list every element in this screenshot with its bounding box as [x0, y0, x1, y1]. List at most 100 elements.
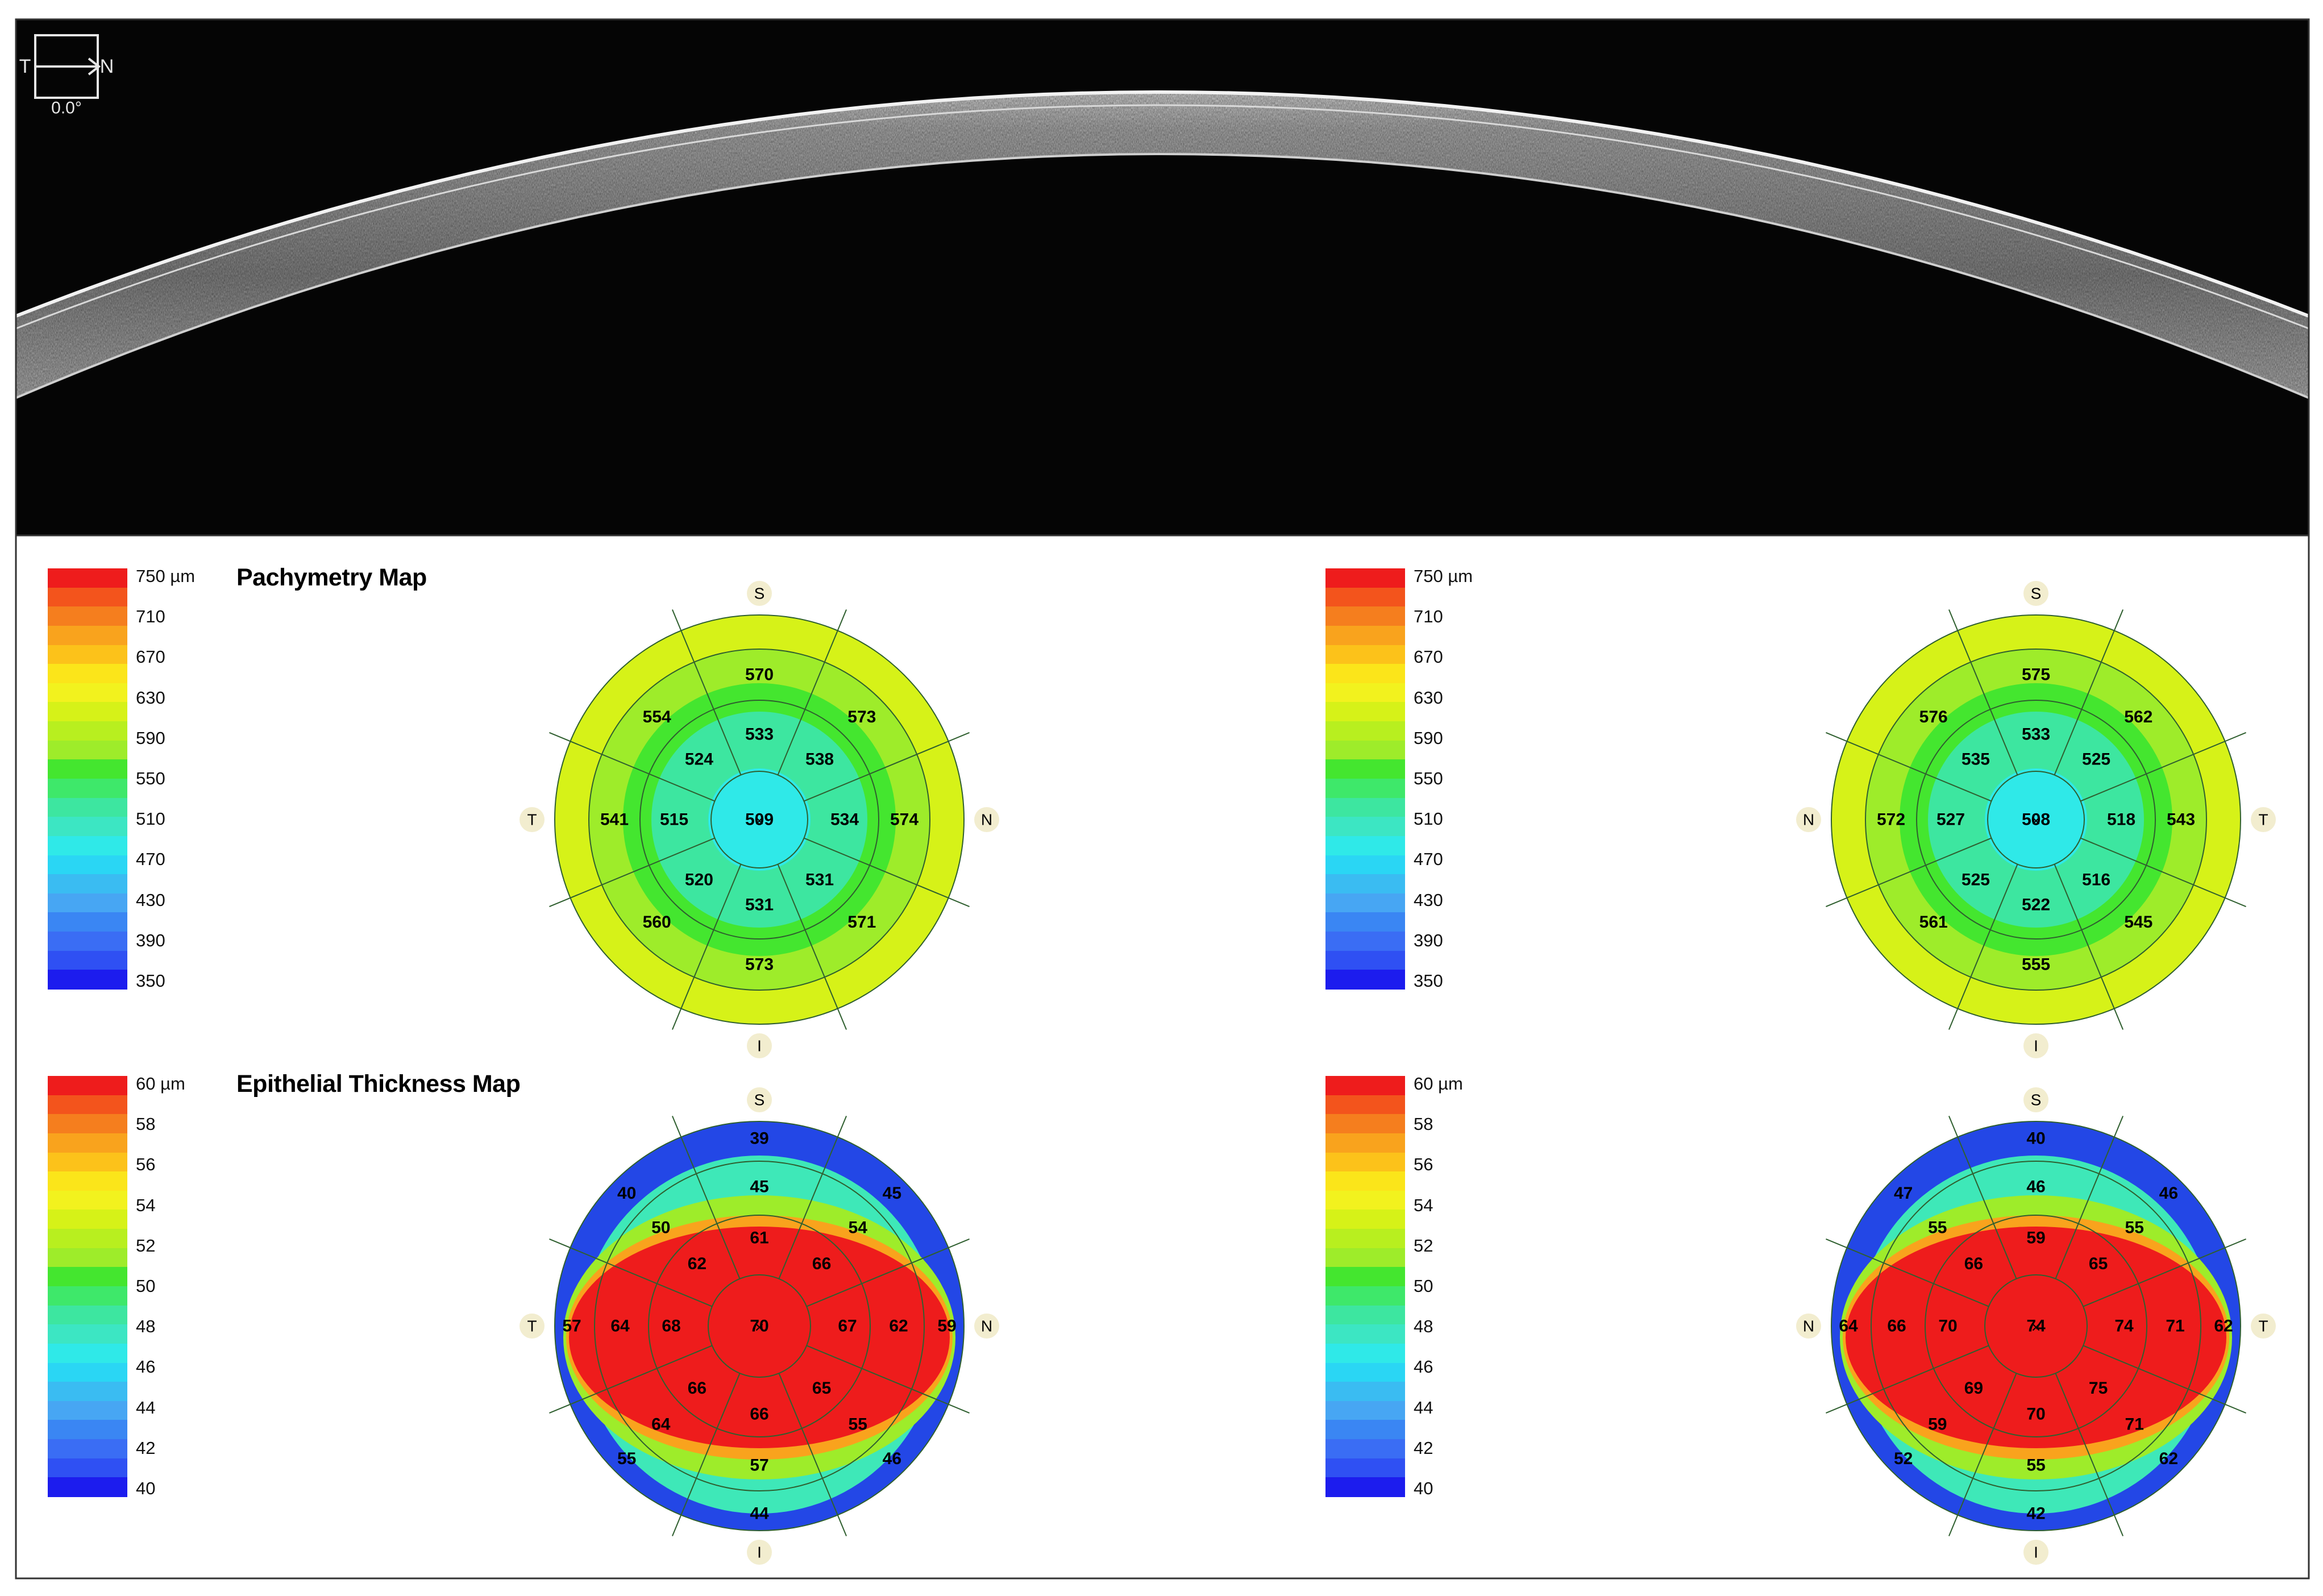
scale-swatch — [48, 1286, 127, 1306]
sector-divider — [806, 1345, 970, 1414]
sector-value: 516 — [2082, 871, 2110, 890]
scale-tick-label: 510 — [136, 809, 165, 829]
orientation-badge — [2023, 1087, 2048, 1112]
scale-swatch — [48, 664, 127, 684]
scale-swatch — [48, 568, 127, 588]
scale-swatch — [48, 1362, 127, 1383]
sector-divider — [804, 837, 970, 907]
scale-tick-label: 670 — [136, 647, 165, 667]
scale-swatch — [48, 1477, 127, 1497]
sector-divider — [672, 864, 742, 1030]
scale-tick-label: 48 — [136, 1316, 156, 1337]
scale-tick-label: 630 — [1414, 687, 1443, 708]
sector-value: 67 — [838, 1317, 857, 1336]
sector-value: 524 — [685, 750, 713, 768]
scale-swatch — [1325, 1248, 1405, 1268]
scale-tick-label: 40 — [136, 1478, 156, 1498]
scale-tick-label: 42 — [136, 1437, 156, 1458]
scale-swatch — [1325, 1076, 1405, 1096]
sector-value: 560 — [643, 913, 671, 932]
orientation-bottom-label: I — [2034, 1544, 2038, 1561]
scale-swatch — [1325, 1095, 1405, 1115]
orientation-top-label: S — [2031, 1091, 2042, 1109]
scale-swatch — [48, 893, 127, 913]
scale-swatch — [48, 1324, 127, 1344]
zone-ring — [708, 1274, 811, 1378]
sector-value: 64 — [610, 1317, 630, 1336]
sector-divider — [549, 732, 715, 802]
sector-divider — [1948, 609, 2018, 775]
scale-tick-label: 46 — [1414, 1357, 1433, 1377]
scale-tick-label: 510 — [1414, 809, 1443, 829]
scale-swatch — [48, 779, 127, 799]
sector-value: 74 — [2114, 1317, 2134, 1336]
sector-value: 75 — [2089, 1379, 2108, 1398]
center-marker-icon: × — [755, 1319, 764, 1336]
sector-divider — [1948, 864, 2018, 1030]
zone-ring — [1871, 1161, 2201, 1491]
orientation-left-label: T — [19, 56, 31, 77]
sector-divider — [672, 1373, 741, 1536]
sector-value: 576 — [1919, 708, 1948, 726]
sector-divider — [2055, 1373, 2123, 1536]
scale-swatch — [48, 1267, 127, 1287]
scale-tick-label: 350 — [136, 971, 165, 991]
center-marker-icon: × — [755, 812, 764, 830]
sector-divider — [1826, 837, 1992, 907]
sector-value: 46 — [2159, 1184, 2178, 1203]
scale-swatch — [1325, 970, 1405, 990]
scale-swatch — [1325, 1362, 1405, 1383]
epithelial-map-title: Epithelial Thickness Map — [236, 1070, 521, 1098]
scale-swatch — [1325, 1229, 1405, 1249]
orientation-badge — [747, 1540, 772, 1565]
orientation-badge — [974, 1314, 999, 1339]
orientation-right-label: T — [2258, 811, 2268, 829]
scale-swatch — [48, 645, 127, 665]
sector-divider — [2083, 1238, 2246, 1307]
sector-value: 561 — [1919, 913, 1948, 932]
sector-value: 541 — [600, 811, 629, 829]
scale-swatch — [48, 740, 127, 760]
scale-swatch — [48, 950, 127, 971]
sector-value: 66 — [1887, 1317, 1906, 1336]
sector-value: 534 — [830, 811, 859, 829]
scale-tick-label: 54 — [1414, 1195, 1433, 1215]
scale-swatch — [1325, 893, 1405, 913]
sector-value: 66 — [812, 1254, 831, 1273]
scale-tick-label: 52 — [1414, 1235, 1433, 1256]
scale-swatch — [48, 1210, 127, 1230]
scale-tick-label: 48 — [1414, 1316, 1433, 1337]
scale-swatch — [48, 970, 127, 990]
sector-divider — [549, 1345, 713, 1414]
zone-ring — [710, 771, 808, 868]
orientation-badge — [2251, 807, 2276, 832]
scale-tick-label: 390 — [136, 930, 165, 950]
sector-divider — [777, 609, 847, 775]
orientation-top-label: S — [2031, 585, 2042, 602]
zone-ring — [1831, 614, 2241, 1025]
sector-value: 46 — [2026, 1178, 2045, 1196]
sector-divider — [2083, 1345, 2246, 1414]
sector-value: 69 — [1964, 1379, 1983, 1398]
sector-divider — [806, 1238, 970, 1307]
scale-swatch — [48, 1248, 127, 1268]
scale-swatch — [1325, 1114, 1405, 1134]
center-marker-icon: × — [2031, 812, 2041, 830]
sector-value: 65 — [812, 1379, 831, 1398]
scale-swatch — [48, 587, 127, 608]
sector-value: 62 — [2159, 1449, 2178, 1468]
scale-swatch — [48, 702, 127, 722]
orientation-bottom-label: I — [757, 1037, 762, 1055]
sector-value: 44 — [750, 1504, 769, 1523]
center-value: 508 — [2022, 811, 2050, 829]
sector-value: 55 — [849, 1415, 867, 1434]
scale-tick-label: 590 — [1414, 728, 1443, 748]
scale-swatch — [48, 1229, 127, 1249]
center-value: 74 — [2026, 1317, 2046, 1336]
zone-ring — [639, 700, 879, 940]
scale-swatch — [1325, 568, 1405, 588]
scale-swatch — [1325, 1439, 1405, 1459]
scale-swatch — [1325, 1171, 1405, 1191]
zone-ring — [588, 649, 930, 991]
scale-swatch — [48, 797, 127, 818]
